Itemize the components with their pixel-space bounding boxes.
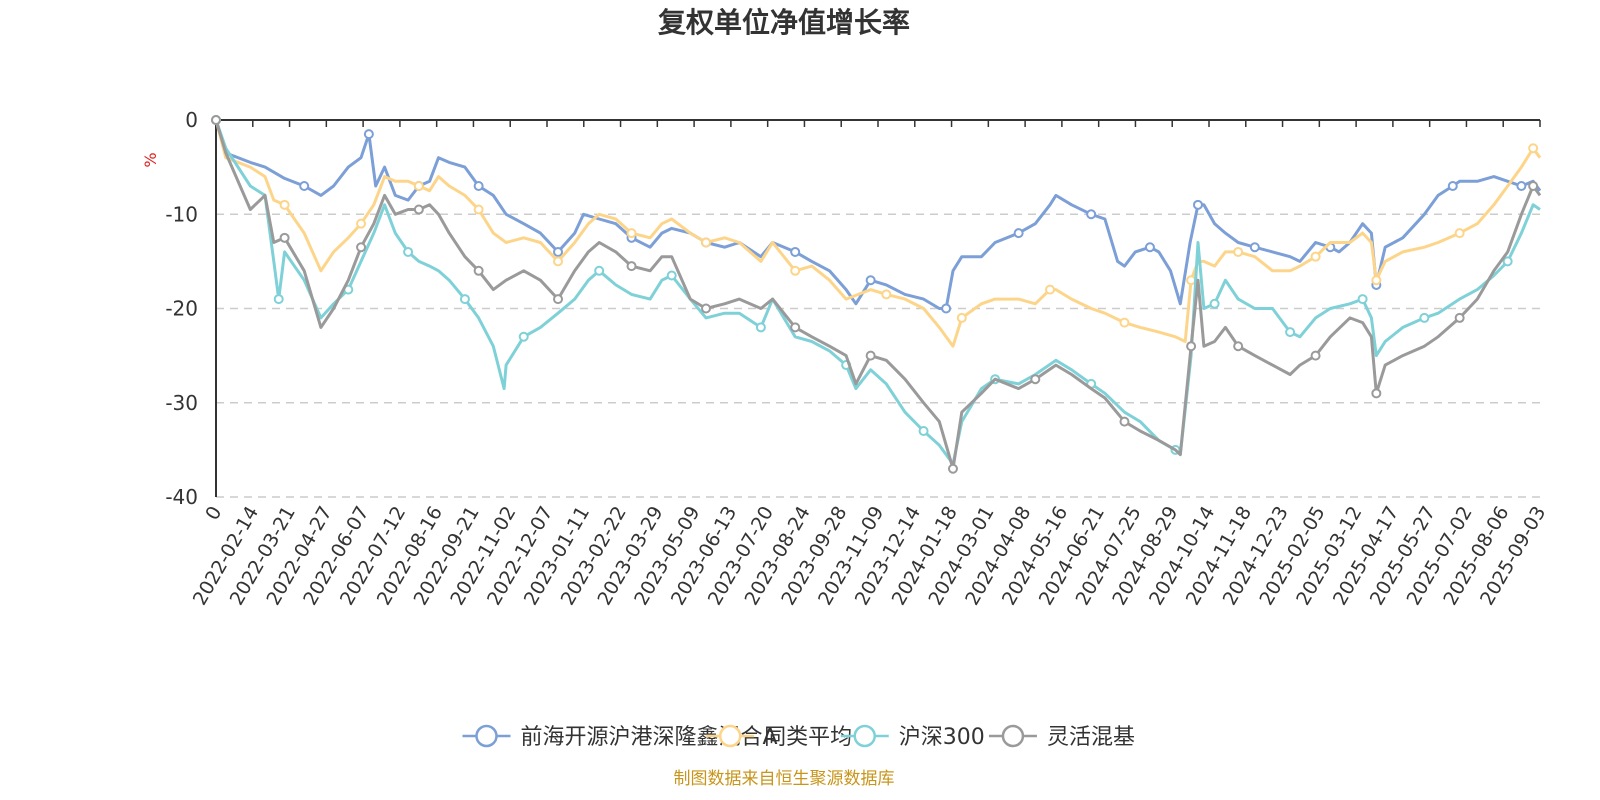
legend-circle-icon: [853, 724, 876, 748]
series-point: [790, 246, 801, 257]
series-point: [1119, 317, 1130, 328]
y-tick-label: 0: [185, 108, 198, 132]
series-point: [1186, 341, 1197, 352]
series-point: [918, 426, 929, 437]
series-point: [941, 303, 952, 314]
series-point: [1310, 251, 1321, 262]
series-point: [947, 463, 958, 474]
series-point: [413, 204, 424, 215]
series-point: [1419, 312, 1430, 323]
series-point: [701, 303, 712, 314]
series-line-3: [214, 119, 1542, 471]
series-point: [553, 256, 564, 267]
gridlines: [216, 213, 1540, 498]
series-point: [701, 237, 712, 248]
series-point: [865, 275, 876, 286]
series-point: [1119, 416, 1130, 427]
y-tick-label: -30: [165, 391, 198, 415]
series-point: [553, 246, 564, 257]
series-point: [666, 270, 677, 281]
series-point: [1454, 312, 1465, 323]
legend-circle-icon: [718, 724, 742, 748]
legend-item-1[interactable]: 同类平均: [706, 724, 852, 750]
series-point: [473, 204, 484, 215]
series-point: [594, 265, 605, 276]
series-point: [356, 242, 367, 253]
y-tick-label: -10: [165, 202, 198, 226]
series-point: [1192, 199, 1203, 210]
series-point: [356, 218, 367, 229]
series-point: [1528, 180, 1539, 191]
series-point: [1310, 350, 1321, 361]
series-point: [1249, 242, 1260, 253]
series-point: [553, 294, 564, 305]
series-point: [1285, 327, 1296, 338]
series-point: [1371, 275, 1382, 286]
series-point: [1233, 341, 1244, 352]
series-point: [1447, 180, 1458, 191]
series-point: [1186, 275, 1197, 286]
series-point: [279, 199, 290, 210]
series-point: [363, 129, 374, 140]
series-point: [403, 246, 414, 257]
series-point: [1144, 242, 1155, 253]
series-point: [881, 289, 892, 300]
y-tick-label: -20: [165, 297, 198, 321]
series-point: [1357, 294, 1368, 305]
series-point: [459, 294, 470, 305]
legend-item-2[interactable]: 沪深300: [840, 724, 985, 750]
series-point: [865, 350, 876, 361]
series-line-2: [214, 119, 1541, 466]
legend-item-3[interactable]: 灵活混基: [988, 724, 1135, 750]
series-lines: [211, 115, 1542, 474]
series-point: [1371, 388, 1382, 399]
series-point: [755, 322, 766, 333]
series-point: [626, 261, 637, 272]
legend-label: 沪深300: [899, 725, 985, 750]
series-point: [1013, 228, 1024, 239]
y-axis: 0 -10 -20 -30 -40: [165, 108, 217, 509]
y-tick-label: -40: [165, 485, 198, 509]
legend-circle-icon: [1001, 724, 1025, 748]
series-point: [626, 228, 637, 239]
series-point: [1502, 256, 1513, 267]
series-point: [473, 180, 484, 191]
x-tick-label: 0: [201, 503, 226, 524]
series-point: [1030, 374, 1041, 385]
series-point: [1044, 284, 1055, 295]
series-point: [1516, 180, 1527, 191]
series-point: [1454, 228, 1465, 239]
series-point: [956, 312, 967, 323]
series-point: [473, 265, 484, 276]
series-point: [279, 232, 290, 243]
legend-label: 灵活混基: [1047, 725, 1135, 750]
series-point: [273, 294, 284, 305]
series-point: [790, 265, 801, 276]
series-point: [413, 180, 424, 191]
chart-title: 复权单位净值增长率: [658, 6, 910, 39]
series-point: [299, 180, 310, 191]
series-point: [1528, 143, 1539, 154]
series-line-0: [214, 119, 1542, 310]
legend-circle-icon: [475, 724, 498, 748]
series-point: [790, 322, 801, 333]
data-source-note: 制图数据来自恒生聚源数据库: [674, 769, 895, 789]
series-point: [518, 331, 529, 342]
series-point: [1209, 298, 1220, 309]
series-point: [211, 115, 221, 125]
series-point: [1086, 209, 1097, 220]
legend-label: 同类平均: [764, 725, 852, 750]
y-axis-unit: %: [141, 152, 160, 167]
series-line-1: [214, 119, 1542, 348]
series-point: [1233, 246, 1244, 257]
